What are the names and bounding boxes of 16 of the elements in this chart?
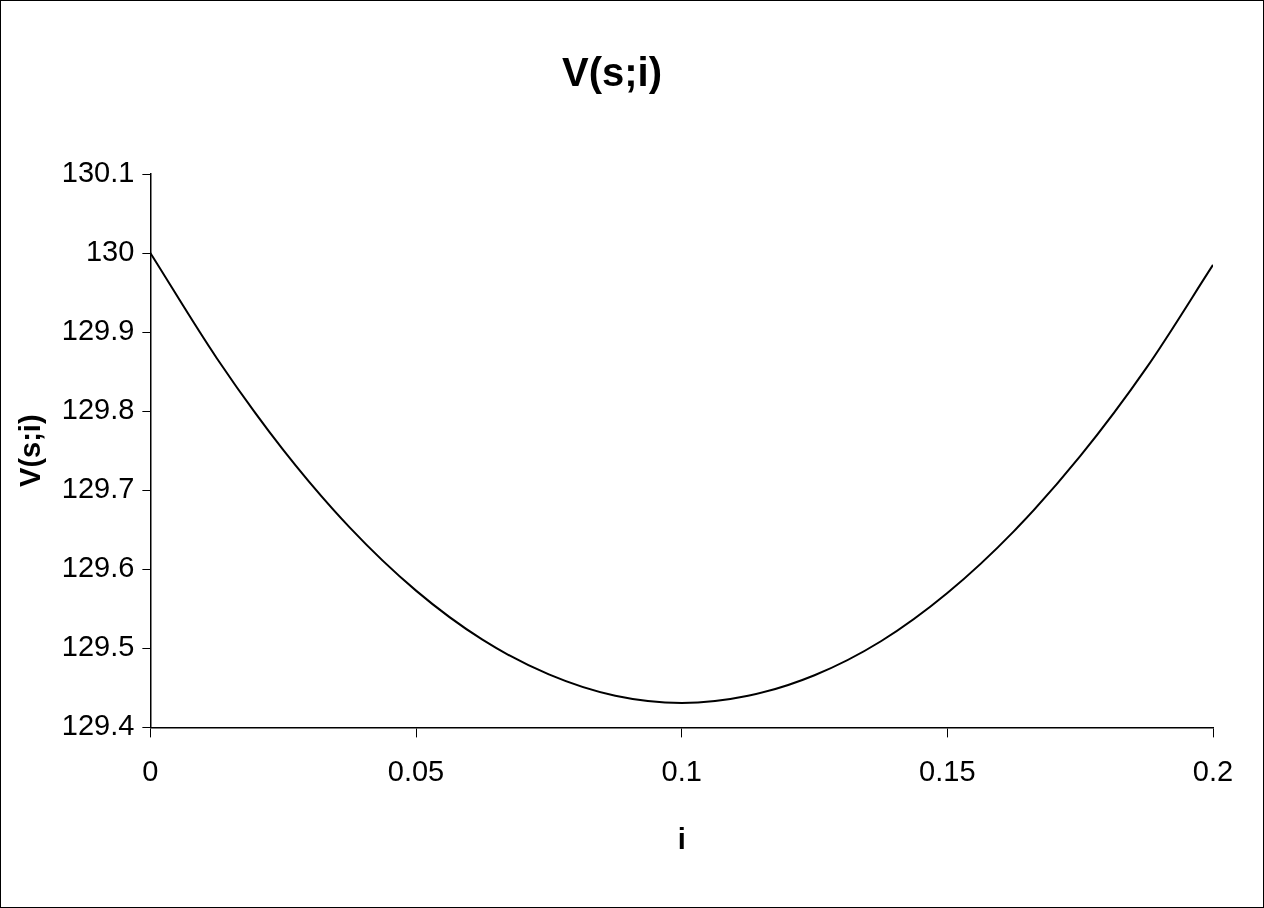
y-axis-title: V(s;i) [14, 414, 47, 487]
y-tick-label: 129.8 [61, 393, 135, 426]
x-tick-label: 0.2 [1192, 754, 1234, 787]
y-tick-label: 129.4 [61, 709, 135, 742]
x-tick-label: 0.15 [919, 754, 976, 787]
y-tick-label: 129.9 [61, 314, 135, 347]
x-tick-label: 0.1 [661, 754, 702, 787]
x-axis-title: i [677, 822, 686, 855]
chart-title: V(s;i) [562, 50, 662, 95]
x-tick-label: 0.05 [387, 754, 445, 787]
y-tick-label: 129.5 [61, 630, 135, 663]
y-tick-label: 130.1 [61, 156, 135, 188]
y-tick-label: 130 [85, 235, 135, 268]
y-tick-label: 129.7 [61, 472, 135, 505]
x-tick-label: 0 [142, 754, 159, 787]
y-tick-label: 129.6 [61, 551, 135, 584]
